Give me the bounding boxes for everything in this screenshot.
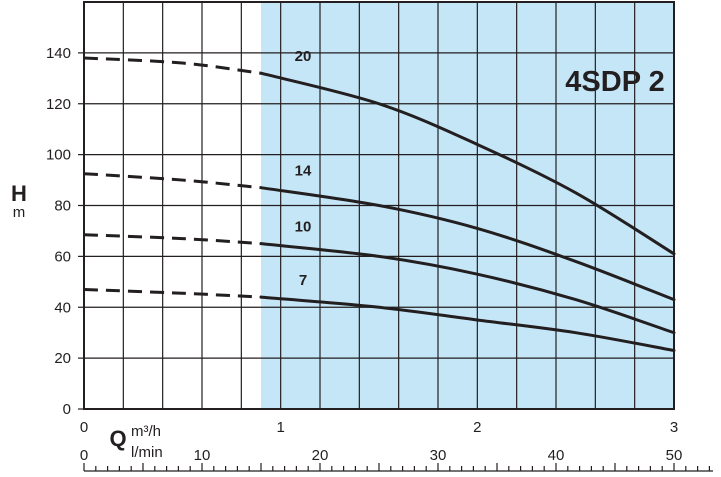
series-label-20: 20 bbox=[295, 48, 312, 65]
x-tick-label-lmin: 10 bbox=[194, 447, 211, 464]
series-label-14: 14 bbox=[295, 163, 312, 180]
x-tick-label-lmin: 20 bbox=[312, 447, 329, 464]
curve-20 bbox=[259, 71, 676, 256]
y-tick-label: 0 bbox=[63, 401, 71, 418]
curve-20-dashed bbox=[83, 56, 262, 75]
curve-10 bbox=[259, 242, 676, 335]
curve-14-dashed bbox=[83, 172, 262, 190]
y-axis-unit: m bbox=[13, 204, 26, 221]
y-tick-label: 60 bbox=[54, 248, 71, 265]
labels: 4SDP 2 H m Q m³/h l/min 0204060801001201… bbox=[11, 45, 682, 464]
y-tick-label: 100 bbox=[46, 147, 71, 164]
x-tick-label-m3h: 1 bbox=[276, 419, 284, 436]
x-tick-label-m3h: 2 bbox=[473, 419, 481, 436]
series-label-10: 10 bbox=[295, 219, 312, 236]
curve-10-dashed bbox=[83, 233, 262, 246]
curve-7 bbox=[259, 295, 676, 352]
series-label-7: 7 bbox=[299, 272, 307, 289]
x-tick-label-m3h: 3 bbox=[670, 419, 678, 436]
y-tick-label: 80 bbox=[54, 198, 71, 215]
x-axis-unit-m3h: m³/h bbox=[131, 423, 161, 440]
x-axis-label: Q bbox=[109, 426, 126, 451]
x-tick-label-m3h: 0 bbox=[80, 419, 88, 436]
y-tick-label: 40 bbox=[54, 299, 71, 316]
axes bbox=[78, 1, 713, 472]
x-tick-label-lmin: 30 bbox=[430, 447, 447, 464]
y-tick-label: 20 bbox=[54, 350, 71, 367]
y-tick-label: 140 bbox=[46, 45, 71, 62]
curve-14 bbox=[259, 186, 676, 302]
curve-7-dashed bbox=[83, 287, 262, 299]
chart-title: 4SDP 2 bbox=[565, 66, 664, 98]
x-tick-label-lmin: 40 bbox=[548, 447, 565, 464]
x-tick-label-lmin: 0 bbox=[80, 447, 88, 464]
curves bbox=[83, 56, 676, 352]
x-tick-label-lmin: 50 bbox=[666, 447, 683, 464]
y-axis-label: H bbox=[11, 181, 27, 206]
x-axis-unit-lmin: l/min bbox=[131, 444, 163, 461]
y-tick-label: 120 bbox=[46, 96, 71, 113]
